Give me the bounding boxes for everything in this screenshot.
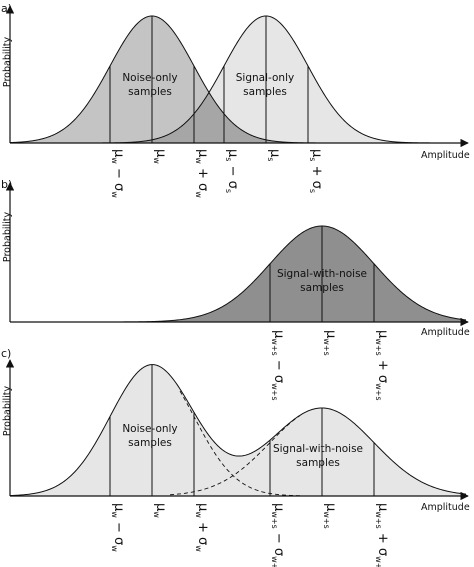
tick-label: μw + σw (194, 149, 210, 198)
panel-b: b) Probability Amplitude Signal-with-noi… (1, 178, 470, 401)
signal-region-label: Signal-only (236, 72, 294, 84)
tick-label: μw (152, 149, 168, 164)
signal-with-noise-region-label: Signal-with-noise (273, 443, 363, 455)
y-axis-label: Probability (2, 212, 13, 263)
tick-label: μs + σs (308, 149, 324, 193)
tick-label: μw − σw (110, 149, 126, 198)
std-dev-lines (109, 364, 375, 496)
panel-c: c) Probability Amplitude Noise-only samp… (1, 347, 470, 567)
noise-region-label: Noise-only (122, 423, 177, 435)
noise-only-distribution (10, 16, 466, 143)
signal-with-noise-region-label: samples (300, 282, 344, 294)
noise-region-label: Noise-only (122, 72, 177, 84)
tick-labels: μw − σw μw μw + σw μw+s − σw+s μw+s μw+s + σw… (110, 503, 390, 567)
x-axis-label: Amplitude (421, 502, 470, 513)
noise-region-label: samples (128, 437, 172, 449)
noise-region-label: samples (128, 86, 172, 98)
tick-label: μs − σs (224, 149, 240, 193)
signal-with-noise-distribution (10, 226, 466, 322)
y-axis-label: Probability (2, 37, 13, 88)
tick-label: μw − σw (110, 503, 126, 552)
tick-label: μw+s (322, 503, 338, 529)
tick-label: μs (266, 149, 282, 161)
panel-label: c) (1, 347, 11, 360)
signal-only-distribution (10, 16, 466, 143)
tick-label: μw+s + σw+s (374, 330, 390, 401)
panel-label: b) (1, 178, 12, 191)
panel-a: a) Probability Amplitude Noise-only samp… (1, 2, 470, 198)
x-axis-label: Amplitude (421, 150, 470, 161)
tick-label: μw+s + σw+s (374, 503, 390, 567)
tick-label: μw+s (322, 330, 338, 356)
tick-label: μw+s − σw+s (270, 330, 286, 401)
tick-label: μw + σw (194, 503, 210, 552)
signal-with-noise-region-label: samples (296, 457, 340, 469)
signal-region-label: samples (243, 86, 287, 98)
signal-with-noise-component-curve (169, 415, 301, 496)
signal-with-noise-region-label: Signal-with-noise (277, 268, 367, 280)
tick-labels: μw+s − σw+s μw+s μw+s + σw+s (270, 330, 390, 401)
tick-label: μw+s − σw+s (270, 503, 286, 567)
x-axis-label: Amplitude (421, 327, 470, 338)
std-dev-lines (109, 16, 309, 143)
tick-labels: μw − σw μw μw + σw μs − σs μs μs + σs (110, 149, 324, 198)
y-axis-label: Probability (2, 386, 13, 437)
mixture-distribution (10, 364, 466, 496)
std-dev-lines (269, 226, 375, 322)
overlap-region (10, 92, 466, 143)
mixture-curve (9, 364, 467, 497)
panel-label: a) (1, 2, 12, 15)
tick-label: μw (152, 503, 168, 518)
